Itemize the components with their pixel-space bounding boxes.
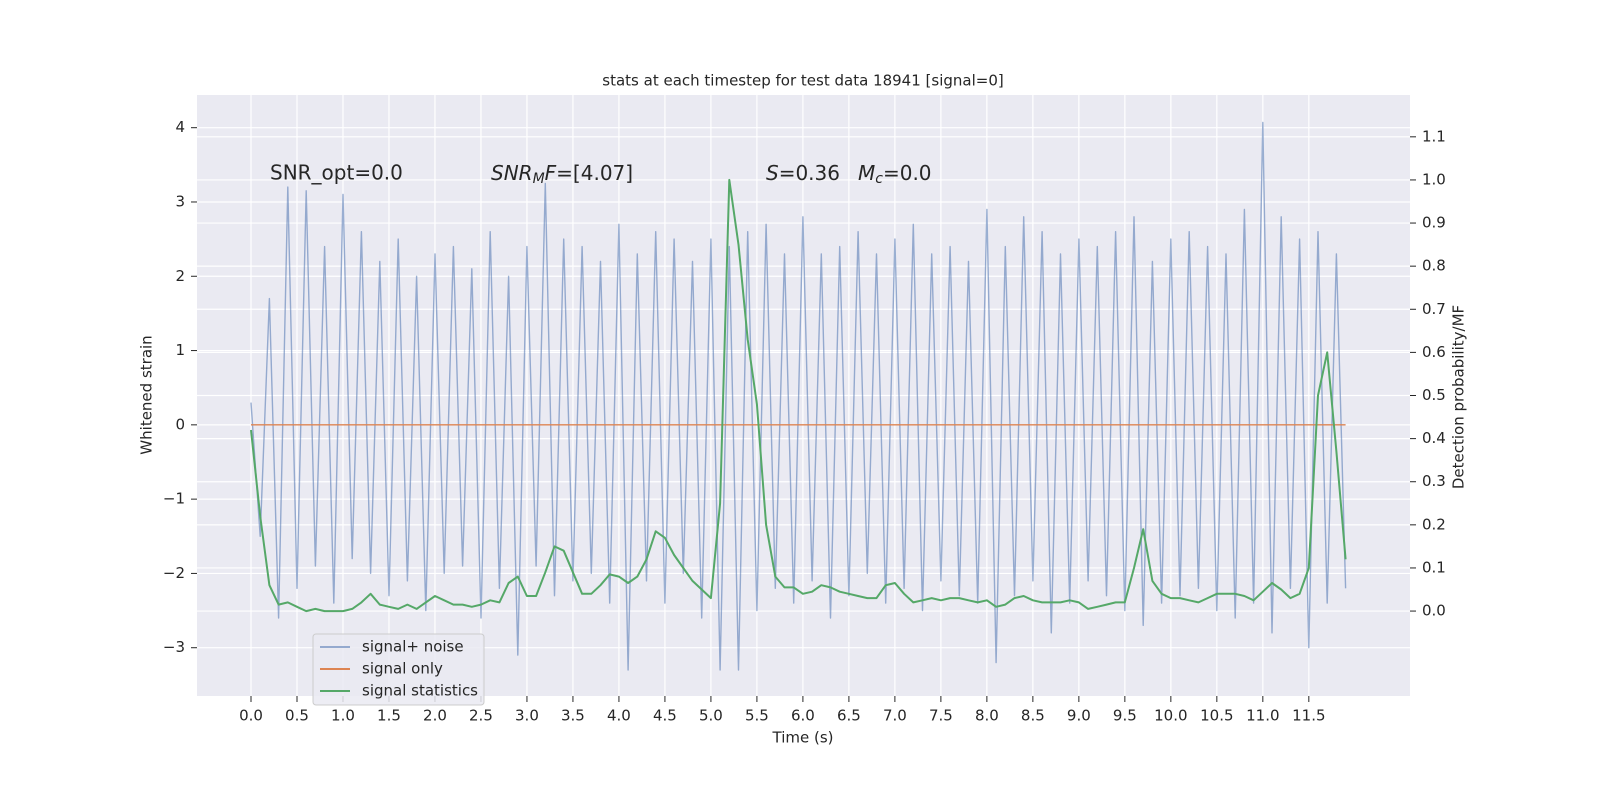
y2-tick-label: 0.5 (1422, 386, 1446, 404)
chart-title: stats at each timestep for test data 189… (602, 72, 1003, 90)
annotation: SNRMF=[4.07] (491, 161, 633, 188)
legend-label: signal+ noise (362, 638, 464, 656)
x-tick-label: 0.0 (239, 707, 263, 725)
x-tick-label: 11.5 (1292, 707, 1325, 725)
y-tick-label: −3 (163, 638, 185, 656)
marks (250, 121, 1347, 671)
y2-tick-label: 0.1 (1422, 558, 1446, 576)
x-axis-label: Time (s) (772, 729, 834, 747)
y2-tick-label: 0.8 (1422, 257, 1446, 275)
y-tick-label: −1 (163, 490, 185, 508)
x-tick-label: 10.5 (1200, 707, 1233, 725)
annotation-part: SNR (491, 161, 533, 185)
y2-tick-label: 0.6 (1422, 343, 1446, 361)
y-tick-label: 1 (175, 341, 185, 359)
annotation: SNR_opt=0.0 (270, 161, 403, 185)
x-tick-label: 5.5 (745, 707, 769, 725)
y2-tick-label: 0.9 (1422, 214, 1446, 232)
annotation-part: M (858, 161, 875, 185)
annotation-part: =0.36 (779, 161, 840, 185)
x-tick-label: 3.5 (561, 707, 585, 725)
series-line (250, 121, 1347, 671)
annotation-part: F (545, 161, 557, 185)
legend: signal+ noise signal only signal statistic… (312, 633, 485, 706)
x-tick-label: 5.0 (699, 707, 723, 725)
x-tick-label: 4.0 (607, 707, 631, 725)
x-tick-label: 1.5 (377, 707, 401, 725)
annotation-part: c (875, 171, 883, 187)
annotation-part: S (766, 161, 779, 185)
x-tick-label: 7.0 (883, 707, 907, 725)
y2-tick-label: 0.3 (1422, 472, 1446, 490)
annotation-part: =0.0 (883, 161, 932, 185)
axes: 0.0 0.5 1.0 1.5 2.0 2.5 3.0 3.5 4.0 4.5 5.0 5.5 6.0 6… (163, 118, 1446, 724)
x-tick-label: 0.5 (285, 707, 309, 725)
y-tick-label: 0 (175, 415, 185, 433)
x-tick-label: 7.5 (929, 707, 953, 725)
legend-box (312, 633, 485, 706)
legend-label: signal only (362, 660, 443, 678)
y-tick-label: 2 (175, 267, 185, 285)
y-tick-label: −2 (163, 564, 185, 582)
x-tick-label: 11.0 (1246, 707, 1279, 725)
x-tick-label: 8.0 (975, 707, 999, 725)
y2-tick-label: 0.4 (1422, 429, 1446, 447)
x-tick-label: 1.0 (331, 707, 355, 725)
y2-tick-label: 0.2 (1422, 515, 1446, 533)
y2-tick-label: 1.1 (1422, 127, 1446, 145)
annotation-part: =[4.07] (556, 161, 633, 185)
y-tick-label: 4 (175, 118, 185, 136)
y2-tick-label: 1.0 (1422, 170, 1446, 188)
x-tick-label: 4.5 (653, 707, 677, 725)
x-tick-label: 6.5 (837, 707, 861, 725)
y2-tick-label: 0.0 (1422, 602, 1446, 620)
x-tick-label: 8.5 (1021, 707, 1045, 725)
y-axis-label: Whitened strain (138, 335, 156, 454)
x-tick-label: 6.0 (791, 707, 815, 725)
x-tick-label: 9.0 (1067, 707, 1091, 725)
x-tick-label: 10.0 (1154, 707, 1187, 725)
x-tick-label: 2.0 (423, 707, 447, 725)
x-tick-label: 9.5 (1113, 707, 1137, 725)
legend-label: signal statistics (362, 682, 478, 700)
y2-tick-label: 0.7 (1422, 300, 1446, 318)
annotation: S=0.36 (766, 161, 840, 185)
annotation: Mc=0.0 (858, 161, 932, 188)
annotation-part: M (533, 171, 545, 187)
x-tick-label: 2.5 (469, 707, 493, 725)
x-tick-label: 3.0 (515, 707, 539, 725)
series-line (250, 178, 1347, 613)
y2-axis-label: Detection probability/MF (1450, 305, 1468, 489)
y-tick-label: 3 (175, 192, 185, 210)
